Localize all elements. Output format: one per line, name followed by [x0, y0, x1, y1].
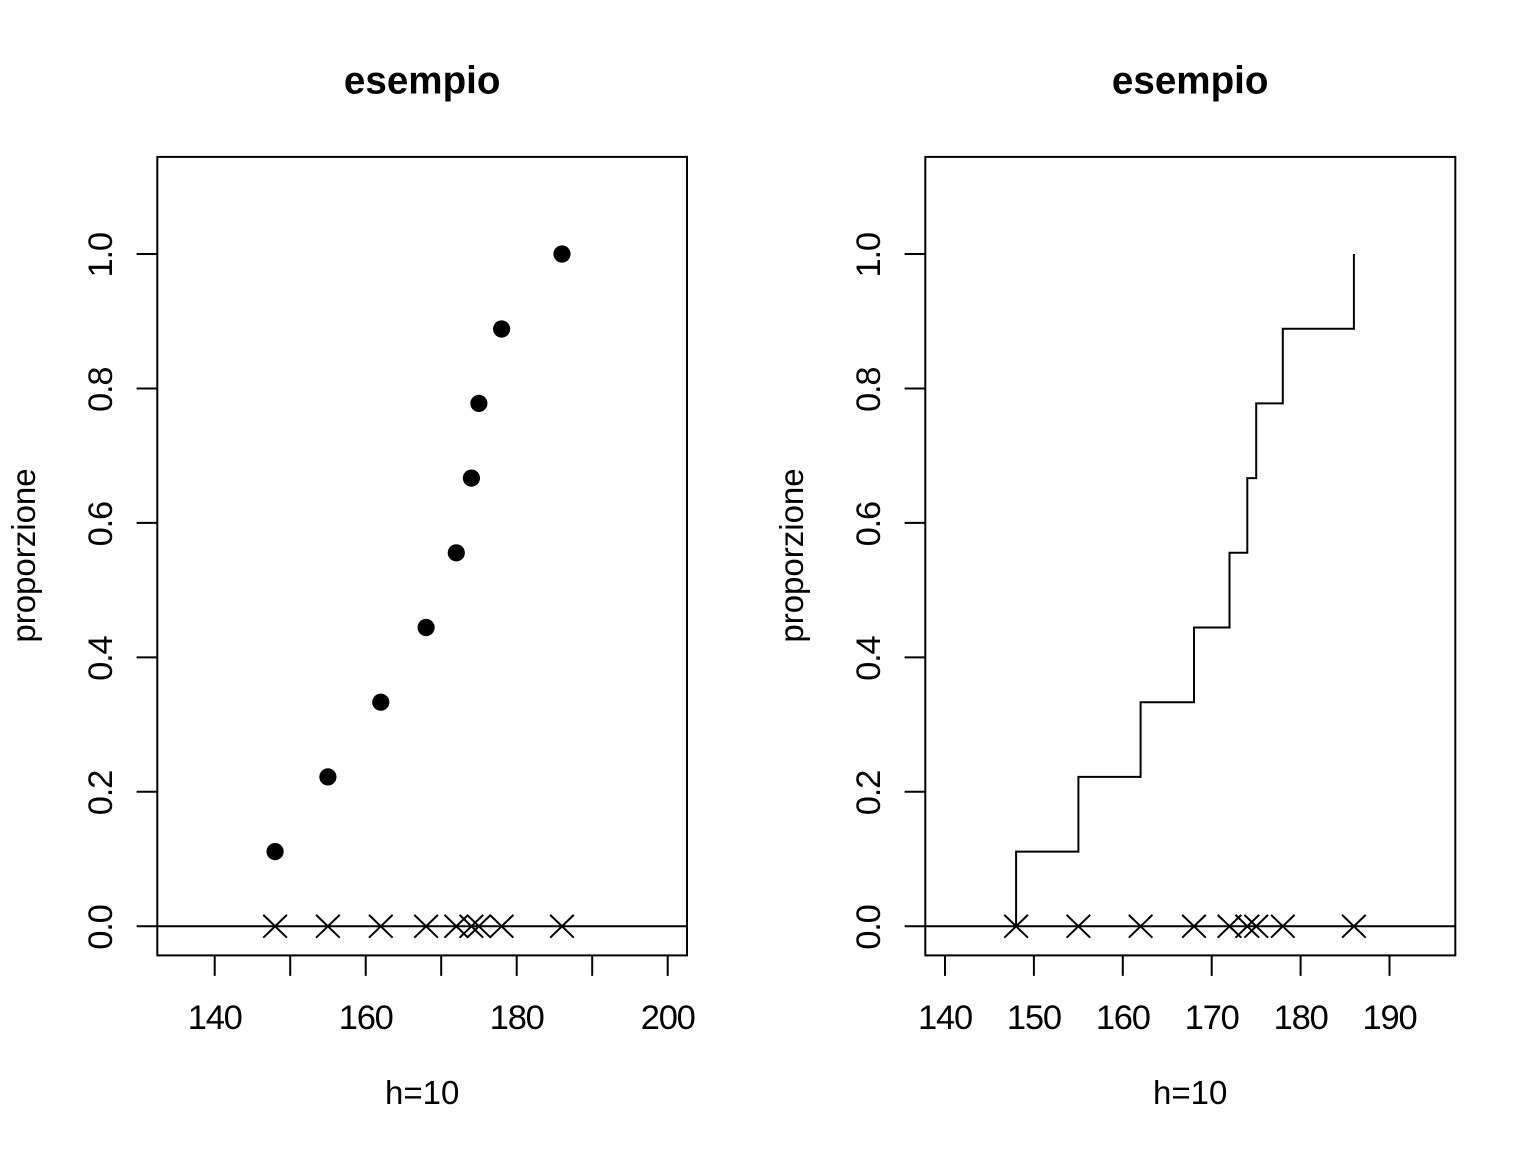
svg-text:170: 170 [1185, 999, 1239, 1037]
svg-text:proporzione: proporzione [773, 468, 810, 642]
svg-text:h=10: h=10 [385, 1074, 459, 1111]
svg-text:0.8: 0.8 [82, 368, 120, 412]
svg-text:160: 160 [1096, 999, 1150, 1037]
svg-text:200: 200 [641, 999, 695, 1037]
svg-text:esempio: esempio [344, 60, 501, 103]
svg-text:0.8: 0.8 [850, 368, 888, 412]
svg-text:1.0: 1.0 [82, 233, 120, 277]
svg-text:h=10: h=10 [1153, 1074, 1227, 1111]
svg-text:proporzione: proporzione [5, 468, 42, 642]
svg-text:150: 150 [1007, 999, 1061, 1037]
svg-text:0.2: 0.2 [82, 771, 120, 815]
svg-text:esempio: esempio [1112, 60, 1269, 103]
svg-text:0.4: 0.4 [850, 636, 888, 681]
svg-text:160: 160 [339, 999, 393, 1037]
svg-text:0.6: 0.6 [82, 502, 120, 546]
svg-text:0.6: 0.6 [850, 502, 888, 546]
svg-text:180: 180 [490, 999, 544, 1037]
svg-text:0.2: 0.2 [850, 771, 888, 815]
svg-text:1.0: 1.0 [850, 233, 888, 277]
svg-text:0.4: 0.4 [82, 636, 120, 681]
svg-text:140: 140 [918, 999, 972, 1037]
svg-text:0.0: 0.0 [82, 905, 120, 949]
svg-text:190: 190 [1363, 999, 1417, 1037]
svg-text:180: 180 [1274, 999, 1328, 1037]
svg-text:140: 140 [188, 999, 242, 1037]
svg-text:0.0: 0.0 [850, 905, 888, 949]
